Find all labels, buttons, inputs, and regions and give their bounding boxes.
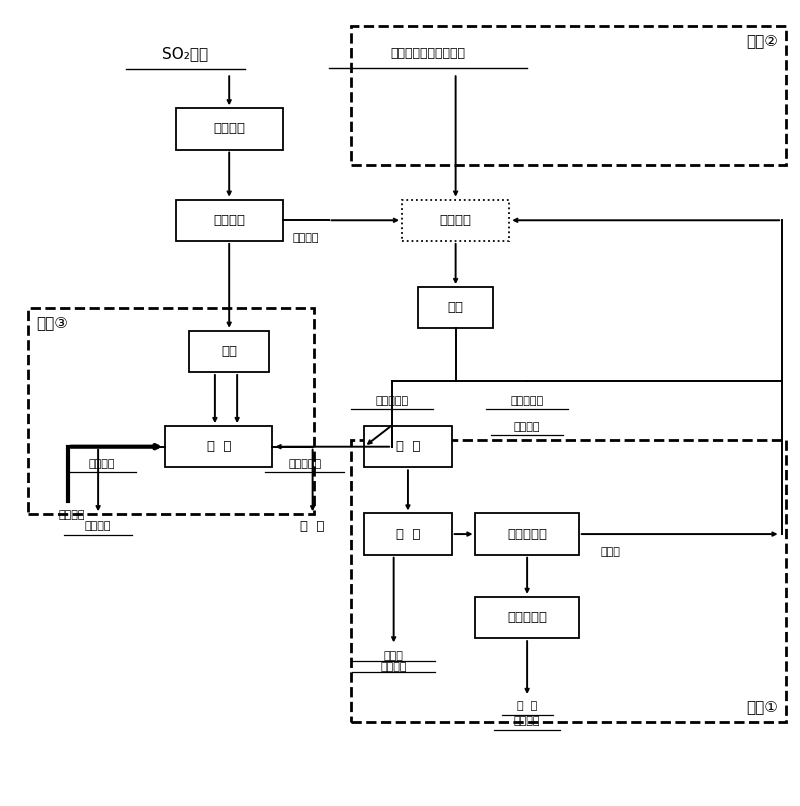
Bar	[350, 440, 786, 722]
Text: 转化: 转化	[221, 345, 237, 358]
Text: 稀酸上清液: 稀酸上清液	[375, 396, 409, 405]
Text: 达标排放: 达标排放	[85, 521, 111, 531]
Text: 送铅熔炼: 送铅熔炼	[380, 662, 407, 671]
Bar	[175, 108, 283, 150]
Text: 硫酸盐还原: 硫酸盐还原	[507, 528, 547, 541]
Bar	[475, 597, 578, 638]
Bar	[28, 308, 314, 514]
Text: 出  售: 出 售	[300, 520, 325, 533]
Text: 步骤①: 步骤①	[746, 700, 778, 714]
Bar	[190, 330, 269, 372]
Bar	[475, 513, 578, 555]
Text: 烟气净化: 烟气净化	[213, 214, 245, 226]
Text: 步骤③: 步骤③	[36, 316, 68, 330]
Text: 净化除杂: 净化除杂	[440, 214, 472, 226]
Text: 硫化物矿浆: 硫化物矿浆	[510, 396, 544, 405]
Text: 送铅熔炼: 送铅熔炼	[514, 422, 540, 432]
Text: 废铅酸电池电解质溶液: 废铅酸电池电解质溶液	[390, 47, 466, 60]
Text: 中和渣: 中和渣	[384, 650, 403, 661]
Text: 中  和: 中 和	[396, 440, 420, 453]
Text: 降温除尘: 降温除尘	[213, 123, 245, 135]
Text: 达标排放: 达标排放	[514, 716, 540, 725]
Bar	[364, 513, 452, 555]
Bar	[402, 200, 510, 241]
Text: 净化气: 净化气	[601, 546, 621, 557]
Text: 工业浓硫酸: 工业浓硫酸	[288, 459, 322, 469]
Bar	[175, 200, 283, 241]
Text: 污酸污水: 污酸污水	[293, 233, 319, 243]
Text: 废  水: 废 水	[517, 701, 538, 712]
Text: SO₂烟气: SO₂烟气	[162, 46, 209, 61]
Text: 干  吸: 干 吸	[206, 440, 231, 453]
Text: 沉  清: 沉 清	[396, 528, 420, 541]
Text: 工业新水: 工业新水	[58, 510, 85, 520]
Bar	[418, 287, 494, 328]
Text: 制酸尾气: 制酸尾气	[89, 459, 115, 469]
Text: 硫化物氧化: 硫化物氧化	[507, 611, 547, 624]
Text: 步骤②: 步骤②	[746, 34, 778, 48]
Text: 沉清: 沉清	[448, 301, 464, 314]
Bar	[364, 426, 452, 467]
Bar	[350, 26, 786, 164]
Bar	[166, 426, 273, 467]
